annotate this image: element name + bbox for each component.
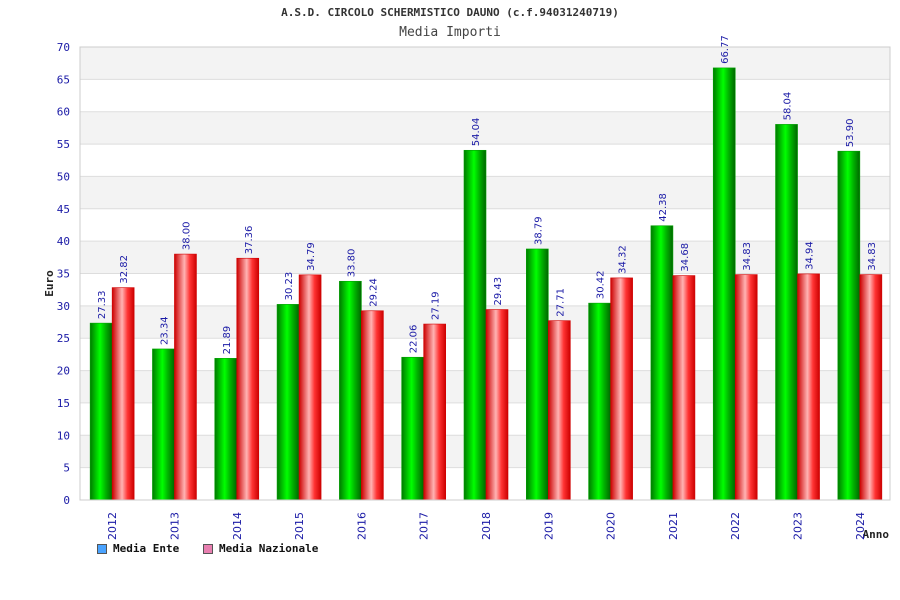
bar-media-ente [276,304,300,501]
y-tick-label: 0 [63,494,70,507]
bar-media-ente [526,248,549,501]
bar-media-nazionale [485,309,509,501]
y-tick-label: 50 [57,170,70,183]
chart-title: A.S.D. CIRCOLO SCHERMISTICO DAUNO (c.f.9… [281,6,619,19]
data-label: 34.32 [618,245,629,274]
bar-media-nazionale [548,320,571,501]
bar-media-ente [463,149,487,501]
legend-label-nazionale: Media Nazionale [219,542,319,555]
y-tick-label: 55 [57,138,70,151]
data-label: 27.71 [555,288,566,317]
data-label: 58.04 [783,92,794,121]
y-tick-label: 35 [57,268,70,281]
bar-media-nazionale [423,323,446,501]
x-tick-label: 2014 [231,512,244,540]
x-tick-label: 2012 [106,512,119,540]
bar-media-nazionale [111,287,135,501]
bar-media-ente [837,150,861,501]
x-axis-label: Anno [863,528,890,541]
bar-media-nazionale [236,257,260,501]
legend-item-nazionale: Media Nazionale [203,542,318,555]
y-tick-label: 15 [57,397,70,410]
bar-media-nazionale [174,253,197,501]
bar-media-ente [152,348,175,501]
bar-media-ente [89,322,113,501]
data-label: 22.06 [409,325,420,354]
legend-swatch-nazionale [203,543,213,554]
data-label: 30.42 [596,270,607,299]
x-tick-label: 2015 [293,512,306,540]
data-label: 21.89 [222,326,233,355]
data-label: 27.33 [97,290,108,319]
data-label: 29.43 [493,277,504,306]
x-tick-label: 2019 [542,512,555,540]
bar-media-ente [588,302,611,501]
plot-border [79,46,891,501]
legend-swatch-ente [97,543,107,554]
data-label: 23.34 [159,316,170,345]
bar-media-nazionale [734,274,758,501]
bar-media-nazionale [298,274,322,501]
y-tick-label: 25 [57,332,70,345]
x-tick-label: 2018 [480,512,493,540]
x-tick-label: 2021 [667,512,680,540]
y-tick-label: 45 [57,203,70,216]
data-label: 27.19 [431,291,442,320]
bar-media-ente [339,280,362,501]
data-label: 53.90 [845,119,856,148]
bar-media-nazionale [672,275,696,501]
chart-subtitle: Media Importi [399,25,501,40]
data-label: 33.80 [346,249,357,278]
data-label: 30.23 [284,272,295,301]
x-tick-label: 2020 [605,512,618,540]
data-label: 42.38 [658,193,669,222]
data-label: 34.83 [742,242,753,271]
bar-media-ente [712,67,736,501]
y-tick-label: 10 [57,429,70,442]
x-tick-label: 2016 [355,512,368,540]
data-label: 32.82 [119,255,130,284]
x-tick-label: 2024 [854,512,867,540]
x-tick-label: 2017 [418,512,431,540]
plot-band [80,79,890,112]
bar-media-nazionale [859,274,883,501]
data-label: 34.83 [867,242,878,271]
data-label: 34.94 [805,241,816,270]
bar-media-nazionale [610,277,633,501]
y-axis-label: Euro [43,270,56,297]
data-label: 38.79 [533,216,544,245]
bar-media-ente [401,356,424,501]
y-tick-label: 40 [57,235,70,248]
bar-media-nazionale [797,273,820,501]
y-tick-label: 5 [63,462,70,475]
data-label: 38.00 [181,221,192,250]
data-label: 34.79 [306,242,317,271]
data-label: 29.24 [368,278,379,307]
data-label: 66.77 [720,35,731,64]
x-tick-label: 2022 [729,512,742,540]
y-tick-label: 60 [57,106,70,119]
bar-media-ente [650,225,674,501]
data-label: 54.04 [471,118,482,147]
y-tick-label: 70 [57,41,70,54]
y-tick-label: 30 [57,300,70,313]
legend-item-ente: Media Ente [97,542,179,555]
bar-media-ente [214,358,238,501]
bar-media-nazionale [361,310,384,501]
data-label: 37.36 [244,226,255,255]
plot-band [80,47,890,80]
y-tick-label: 20 [57,365,70,378]
data-label: 34.68 [680,243,691,272]
bar-media-ente [775,124,798,501]
x-tick-label: 2013 [168,512,181,540]
x-tick-label: 2023 [792,512,805,540]
legend-label-ente: Media Ente [113,542,180,555]
plot-band [80,111,890,145]
y-tick-label: 65 [57,73,70,86]
